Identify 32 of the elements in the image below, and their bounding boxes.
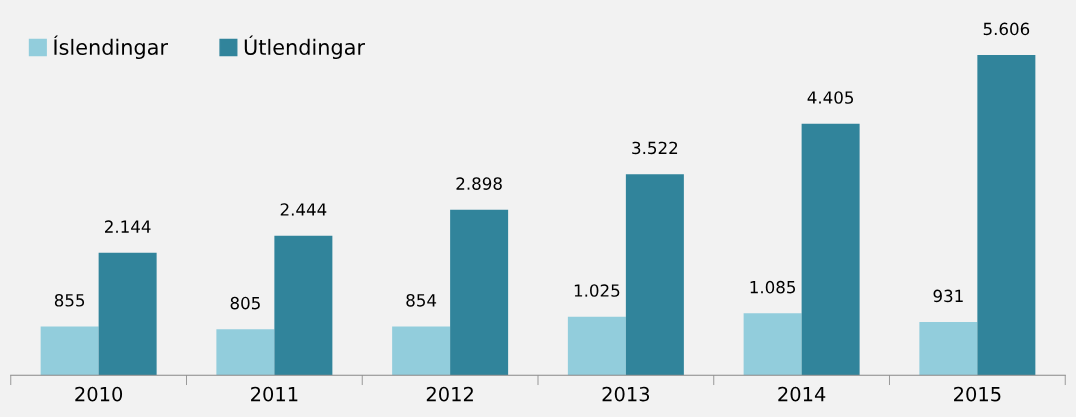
data-label: 854	[406, 294, 437, 307]
bar	[801, 123, 860, 376]
bar	[40, 326, 99, 376]
data-label: 805	[230, 296, 260, 310]
data-label: 3.522	[632, 141, 678, 155]
x-tick-label: 2011	[251, 386, 298, 402]
x-tick-label: 2014	[778, 386, 826, 402]
bar	[216, 329, 275, 376]
data-label: 1.025	[574, 284, 620, 297]
data-label: 1.085	[750, 280, 796, 294]
legend-label: Útlendingar	[244, 35, 366, 60]
bar	[743, 313, 802, 376]
x-tick-label: 2010	[75, 386, 123, 402]
data-label: 2.898	[456, 177, 502, 190]
bar	[450, 209, 509, 376]
x-tick-label: 2013	[602, 386, 650, 402]
bar	[625, 174, 684, 376]
data-label: 4.405	[807, 91, 854, 104]
data-label: 5.606	[983, 22, 1030, 36]
bar	[274, 235, 333, 376]
bar	[392, 326, 451, 376]
data-label: 2.144	[105, 220, 151, 233]
data-label: 931	[933, 289, 963, 303]
bar	[919, 322, 978, 376]
data-label: 855	[54, 293, 85, 307]
bar	[98, 252, 157, 376]
x-tick-label: 2015	[954, 386, 1001, 402]
bar	[977, 55, 1036, 376]
legend-label: Íslendingar	[54, 35, 169, 60]
bar	[567, 316, 626, 376]
x-tick-label: 2012	[426, 386, 473, 402]
data-label: 2.444	[280, 203, 327, 216]
